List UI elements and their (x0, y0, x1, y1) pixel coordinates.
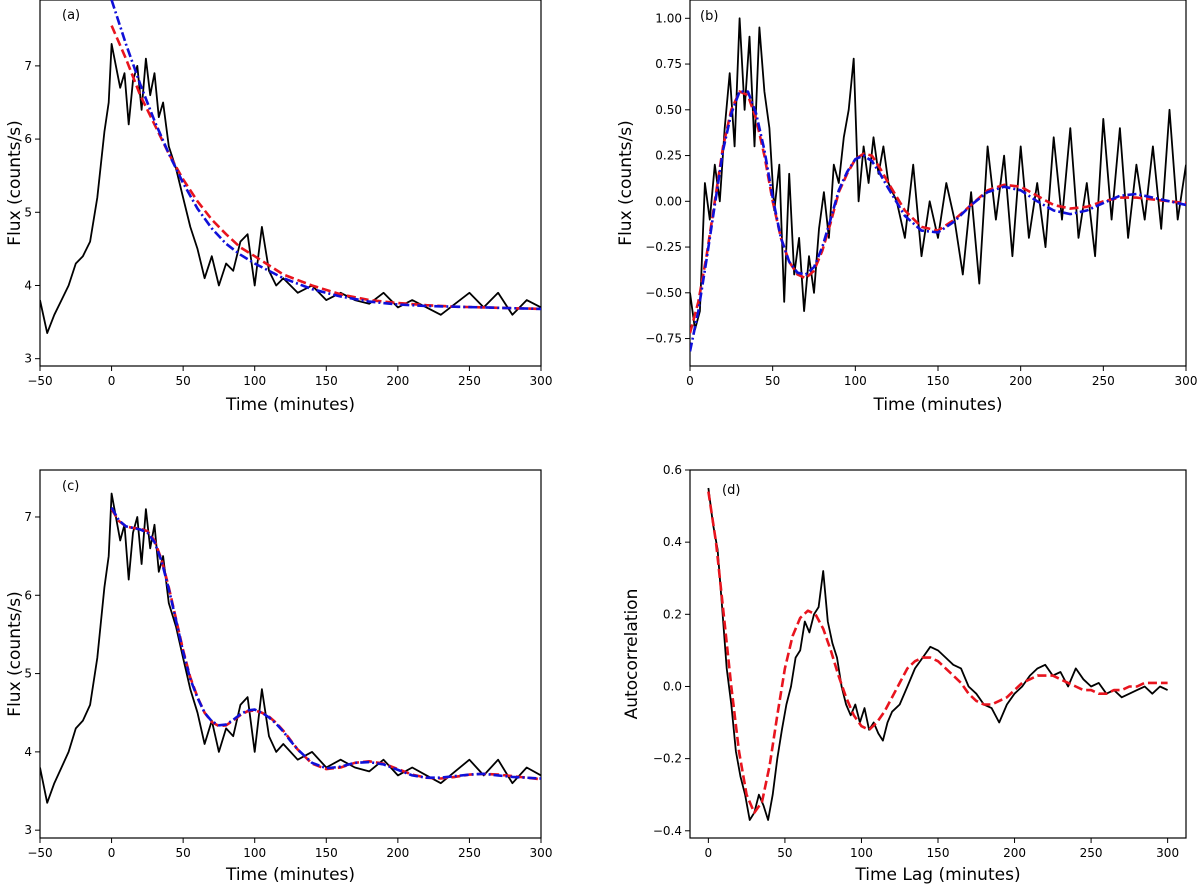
panel-c-xtick-label: 0 (108, 846, 116, 860)
panel-b-xlabel: Time (minutes) (872, 395, 1002, 415)
panel-b-ytick-label: −0.25 (645, 240, 682, 254)
panel-c-series-combined-fit (110, 508, 541, 781)
panel-d-ylabel: Autocorrelation (622, 589, 642, 720)
panel-b-ticks: 0 50 100 150 200 250 300 −0.75 −0.50 −0.25 0.00 0.2… (645, 11, 1197, 388)
panel-b-series-detrended-flux (690, 17, 1186, 331)
panel-a-xtick-label: 200 (386, 374, 409, 388)
panel-d-ytick-label: 0.4 (663, 535, 682, 549)
panel-d-series-damped-cosine-fit (707, 491, 1168, 815)
panel-a-ytick-label: 3 (24, 352, 32, 366)
panel-a-xtick-label: −50 (27, 374, 52, 388)
panel-a-plot (40, 0, 541, 335)
panel-b-ytick-label: 0.75 (655, 57, 682, 71)
panel-c-ytick-label: 3 (24, 823, 32, 837)
panel-d-plot (707, 487, 1168, 821)
panel-d-label: (d) (722, 483, 740, 498)
panel-a-series-exponential-fit-2 (110, 0, 541, 311)
panel-a-ylabel: Flux (counts/s) (5, 120, 25, 245)
panel-c-xtick-label: 150 (315, 846, 338, 860)
panel-d-ytick-label: 0.2 (663, 607, 682, 621)
panel-d-ytick-label: 0.0 (663, 679, 682, 693)
panel-b-xtick-label: 200 (1009, 374, 1032, 388)
panel-b-ytick-label: 1.00 (655, 11, 682, 25)
panel-b-xtick-label: 150 (927, 374, 950, 388)
panel-b-xtick-label: 100 (844, 374, 867, 388)
panel-a-ytick-label: 6 (24, 132, 32, 146)
panel-c-series-combined-fit-2 (110, 506, 541, 780)
panel-a-xtick-label: 0 (108, 374, 116, 388)
panel-a-xtick-label: 300 (530, 374, 553, 388)
panel-a-xtick-label: 150 (315, 374, 338, 388)
panel-d-ytick-label: −0.2 (653, 752, 682, 766)
panel-b-xtick-label: 0 (686, 374, 694, 388)
panel-b-label: (b) (700, 9, 718, 24)
panel-c-frame (39, 469, 542, 839)
panel-d-ytick-label: 0.6 (663, 463, 682, 477)
panel-b-series-damped-sine-fit-1 (690, 90, 1186, 334)
panel-d-series-autocorrelation (707, 487, 1168, 821)
panel-b-xtick-label: 300 (1175, 374, 1198, 388)
panel-b-plot (690, 17, 1186, 352)
panel-c-plot (40, 492, 541, 804)
panel-d-ticks: 0 50 100 150 200 250 300 −0.4 −0.2 0.0 0.2 0.4 0.6 (653, 463, 1179, 860)
panel-d-ytick-label: −0.4 (653, 824, 682, 838)
panel-d-xtick-label: 200 (1003, 846, 1026, 860)
panel-b-ytick-label: −0.75 (645, 332, 682, 346)
panel-b-ytick-label: 0.50 (655, 103, 682, 117)
panel-b-ytick-label: 0.00 (655, 194, 682, 208)
panel-a-ytick-label: 4 (24, 278, 32, 292)
panel-a-frame (39, 0, 542, 367)
panel-b-frame (689, 0, 1187, 367)
panel-c-ytick-label: 5 (24, 667, 32, 681)
panel-a: (a) Time (minutes) Flux (counts/s) −50 0 5… (5, 0, 552, 415)
panel-a-ytick-label: 7 (24, 59, 32, 73)
panel-d-xtick-label: 250 (1080, 846, 1103, 860)
panel-a-xtick-label: 50 (176, 374, 191, 388)
panel-a-xtick-label: 100 (243, 374, 266, 388)
panel-a-ytick-label: 5 (24, 205, 32, 219)
panel-c: (c) Time (minutes) Flux (counts/s) −50 0 5… (5, 469, 552, 885)
panel-b-ytick-label: 0.25 (655, 149, 682, 163)
panel-a-xlabel: Time (minutes) (225, 395, 355, 415)
panel-b-ylabel: Flux (counts/s) (616, 120, 636, 245)
panel-c-ytick-label: 4 (24, 745, 32, 759)
panel-d-frame (689, 469, 1187, 839)
panel-c-series-observed-flux (40, 492, 541, 804)
panel-c-xtick-label: 200 (386, 846, 409, 860)
panel-c-ytick-label: 7 (24, 510, 32, 524)
panel-c-xtick-label: 300 (530, 846, 553, 860)
panel-d-xtick-label: 50 (777, 846, 792, 860)
panel-c-ytick-label: 6 (24, 588, 32, 602)
panel-c-xtick-label: −50 (27, 846, 52, 860)
panel-d-xtick-label: 300 (1156, 846, 1179, 860)
panel-c-xlabel: Time (minutes) (225, 865, 355, 885)
panel-d-xtick-label: 0 (705, 846, 713, 860)
panel-c-xtick-label: 250 (458, 846, 481, 860)
panel-a-label: (a) (62, 8, 80, 23)
panel-b-xtick-label: 50 (765, 374, 780, 388)
panel-b-series-damped-sine-fit-2 (690, 90, 1186, 352)
panel-d-xtick-label: 150 (927, 846, 950, 860)
panel-a-series-observed-flux (40, 43, 541, 335)
panel-a-xtick-label: 250 (458, 374, 481, 388)
panel-c-label: (c) (62, 479, 79, 494)
panel-b: (b) Time (minutes) Flux (counts/s) 0 50 10… (616, 0, 1197, 415)
panel-c-ticks: −50 0 50 100 150 200 250 300 3 4 5 6 7 (24, 510, 552, 860)
panel-c-xtick-label: 50 (176, 846, 191, 860)
panel-c-xtick-label: 100 (243, 846, 266, 860)
panel-d: (d) Time Lag (minutes) Autocorrelation 0… (622, 463, 1187, 885)
panel-d-xlabel: Time Lag (minutes) (854, 865, 1020, 885)
panel-a-ticks: −50 0 50 100 150 200 250 300 3 4 5 6 7 (24, 59, 552, 388)
panel-b-ytick-label: −0.50 (645, 286, 682, 300)
panel-b-xtick-label: 250 (1092, 374, 1115, 388)
panel-d-xtick-label: 100 (850, 846, 873, 860)
panel-c-ylabel: Flux (counts/s) (5, 591, 25, 716)
